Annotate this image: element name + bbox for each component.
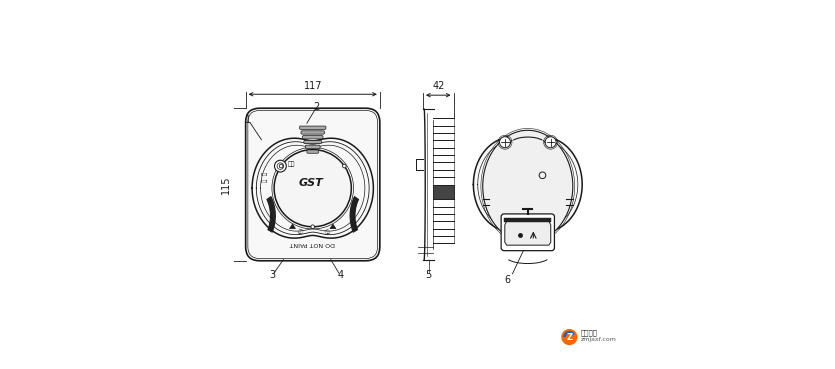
Polygon shape (330, 224, 336, 229)
Text: 检测: 检测 (324, 228, 331, 235)
Polygon shape (473, 137, 582, 232)
FancyBboxPatch shape (300, 126, 326, 130)
Bar (433, 184, 454, 199)
FancyBboxPatch shape (306, 150, 319, 153)
Text: 1: 1 (245, 115, 251, 125)
FancyBboxPatch shape (306, 145, 320, 148)
Circle shape (545, 137, 556, 148)
FancyBboxPatch shape (301, 131, 325, 134)
FancyBboxPatch shape (245, 108, 380, 261)
FancyBboxPatch shape (304, 140, 321, 144)
Bar (504, 218, 551, 223)
Circle shape (311, 225, 315, 229)
Text: 42: 42 (432, 82, 444, 92)
Text: 3: 3 (269, 270, 276, 280)
Text: 智森消防: 智森消防 (580, 330, 597, 336)
Text: 火灾: 火灾 (296, 228, 303, 235)
Circle shape (499, 137, 510, 148)
Text: 117: 117 (303, 80, 322, 90)
Text: Z: Z (566, 332, 572, 342)
Circle shape (275, 160, 286, 172)
Text: 2: 2 (313, 102, 320, 112)
Text: 6: 6 (504, 275, 511, 285)
Text: 报: 报 (262, 179, 268, 182)
Circle shape (274, 149, 352, 227)
Polygon shape (290, 224, 296, 229)
Polygon shape (505, 221, 551, 245)
FancyBboxPatch shape (302, 136, 323, 139)
Text: 警: 警 (262, 172, 268, 175)
Text: GST: GST (299, 177, 323, 188)
Circle shape (342, 164, 347, 168)
Text: 5: 5 (425, 270, 432, 280)
Text: zmjaxf.com: zmjaxf.com (580, 337, 616, 342)
Text: DO NOT PAINT: DO NOT PAINT (290, 241, 336, 246)
Circle shape (561, 329, 578, 345)
Text: 115: 115 (220, 175, 230, 194)
FancyBboxPatch shape (501, 214, 554, 251)
Text: 4: 4 (337, 270, 343, 280)
Text: 消音: 消音 (288, 162, 296, 167)
Ellipse shape (483, 130, 573, 242)
Circle shape (279, 164, 283, 168)
